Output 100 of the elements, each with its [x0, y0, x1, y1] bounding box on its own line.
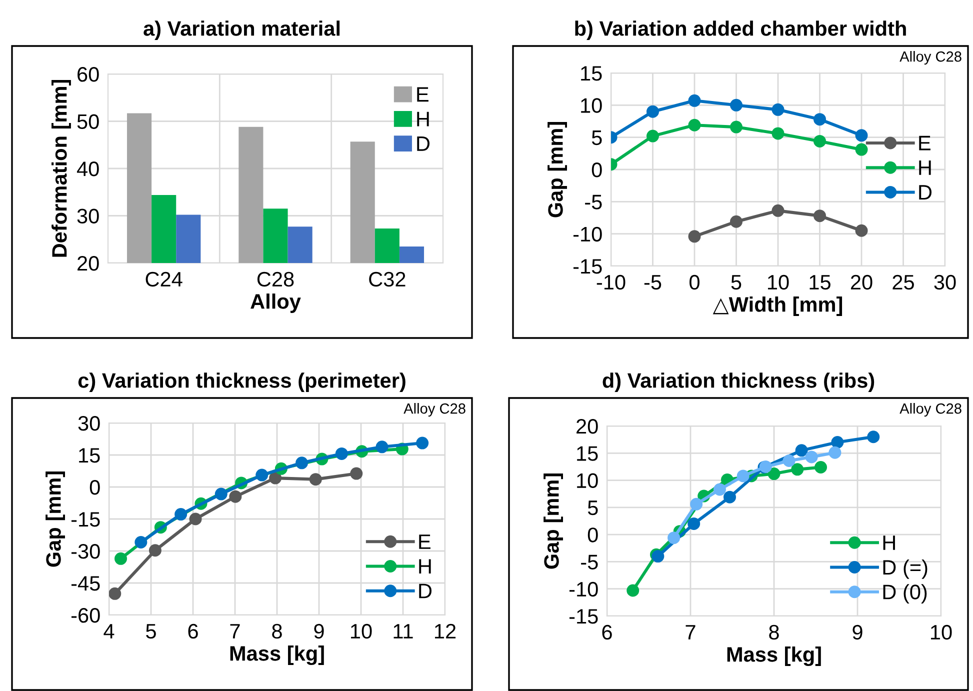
y-tick-label: -10 [569, 582, 598, 597]
x-tick-label: 10 [351, 624, 372, 639]
y-tick-label: -30 [71, 544, 100, 559]
point [730, 98, 742, 112]
point [855, 129, 868, 142]
point [350, 467, 363, 480]
point [814, 113, 826, 126]
point [772, 127, 784, 140]
point [668, 532, 680, 544]
x-tick-label: 25 [892, 274, 914, 290]
point [723, 490, 736, 504]
y-tick-label: 15 [79, 448, 100, 463]
legend-label: D [419, 584, 432, 598]
point [229, 490, 242, 503]
chart-title: b) Variation added chamber width [575, 20, 906, 40]
y-tick-label: 5 [592, 130, 602, 146]
text: Alloy C28 [900, 51, 962, 65]
point [855, 143, 868, 156]
legend-label: D (0) [883, 584, 927, 604]
point [768, 468, 780, 480]
y-tick-label: -15 [71, 512, 100, 527]
legend-label: H [883, 536, 895, 550]
y-tick-label: -5 [581, 554, 598, 570]
x-axis-title: Alloy [250, 294, 301, 313]
y-tick-label: -10 [573, 226, 602, 242]
point [690, 498, 703, 510]
chart-title: d) Variation thickness (ribs) [602, 372, 874, 392]
y-tick-label: -5 [585, 194, 602, 210]
legend-label: H [419, 559, 431, 574]
point [109, 587, 122, 600]
y-tick-label: 0 [588, 528, 598, 542]
y-tick-label: 60 [78, 67, 99, 82]
point [855, 224, 868, 237]
point [296, 456, 308, 470]
point [626, 584, 640, 597]
point [416, 436, 429, 450]
point [814, 210, 826, 222]
y-tick-label: -15 [573, 259, 602, 274]
point [831, 436, 844, 449]
point [730, 120, 742, 134]
x-tick-label: 10 [768, 274, 789, 290]
legend-label: E [919, 136, 930, 150]
x-tick-label: 30 [934, 274, 956, 290]
point [782, 454, 796, 467]
point [805, 450, 818, 464]
y-tick-label: 15 [581, 66, 602, 81]
chart-title: a) Variation material [144, 20, 340, 40]
point [772, 204, 784, 217]
legend-label: D (=) [883, 559, 928, 579]
point [256, 468, 268, 482]
point [335, 447, 348, 460]
x-tick-label: 6 [602, 624, 612, 640]
x-tick-label: C24 [146, 272, 182, 287]
point [814, 461, 828, 474]
y-tick-label: 5 [588, 500, 598, 516]
legend-label: E [417, 87, 428, 102]
x-tick-label: 7 [686, 625, 696, 640]
x-tick-label: -5 [644, 275, 662, 290]
x-tick-label: 15 [810, 275, 830, 290]
y-axis-title: Gap [mm] [46, 472, 66, 567]
x-tick-label: 9 [314, 624, 324, 639]
y-tick-label: 15 [577, 446, 598, 461]
point [688, 517, 700, 530]
text: Alloy C28 [404, 403, 466, 417]
x-tick-label: 11 [394, 624, 413, 638]
point [814, 134, 826, 148]
y-tick-label: 40 [76, 162, 99, 176]
x-axis-title: Mass [kg] [230, 646, 324, 666]
y-tick-label: -15 [569, 609, 598, 624]
point [730, 215, 742, 228]
text: Alloy C28 [900, 403, 962, 417]
point [867, 430, 880, 444]
point [148, 544, 162, 557]
point [214, 488, 228, 500]
x-tick-label: 4 [104, 624, 114, 638]
x-tick-label: 5 [731, 275, 742, 290]
point [309, 473, 322, 486]
point [772, 103, 784, 116]
x-tick-label: 8 [272, 624, 282, 639]
point [828, 446, 842, 459]
y-tick-label: 30 [77, 208, 99, 224]
legend-label: E [419, 534, 430, 549]
point [134, 536, 148, 549]
x-tick-label: C32 [369, 272, 406, 287]
y-axis-title: Deformation [mm] [52, 80, 71, 257]
y-tick-label: 20 [78, 256, 99, 271]
point [174, 508, 188, 521]
y-axis-title: Gap [mm] [544, 474, 564, 569]
chart-title: c) Variation thickness (perimeter) [78, 372, 406, 392]
x-tick-label: 6 [188, 624, 198, 639]
x-tick-label: 10 [931, 624, 952, 640]
x-tick-label: 8 [769, 624, 779, 640]
point [688, 230, 701, 243]
legend-label: H [919, 160, 931, 175]
point [114, 552, 128, 565]
y-tick-label: 50 [77, 114, 99, 130]
x-tick-label: 5 [146, 624, 156, 639]
y-tick-label: 30 [78, 416, 100, 431]
point [795, 444, 808, 457]
point [688, 118, 701, 132]
